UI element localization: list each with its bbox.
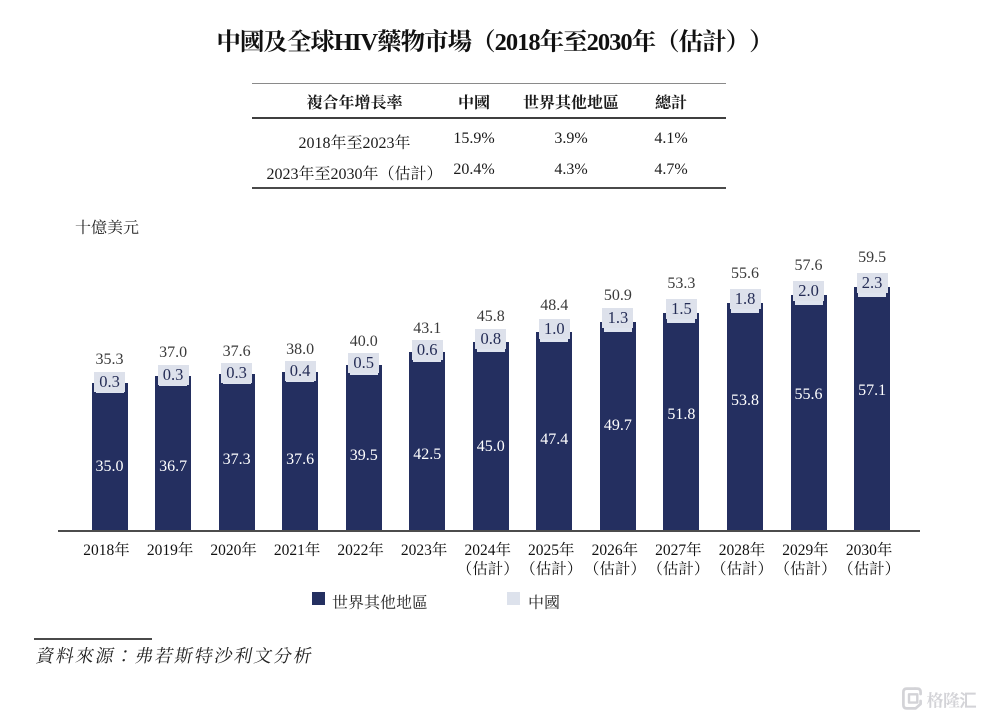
svg-text:格隆汇: 格隆汇	[927, 687, 977, 712]
